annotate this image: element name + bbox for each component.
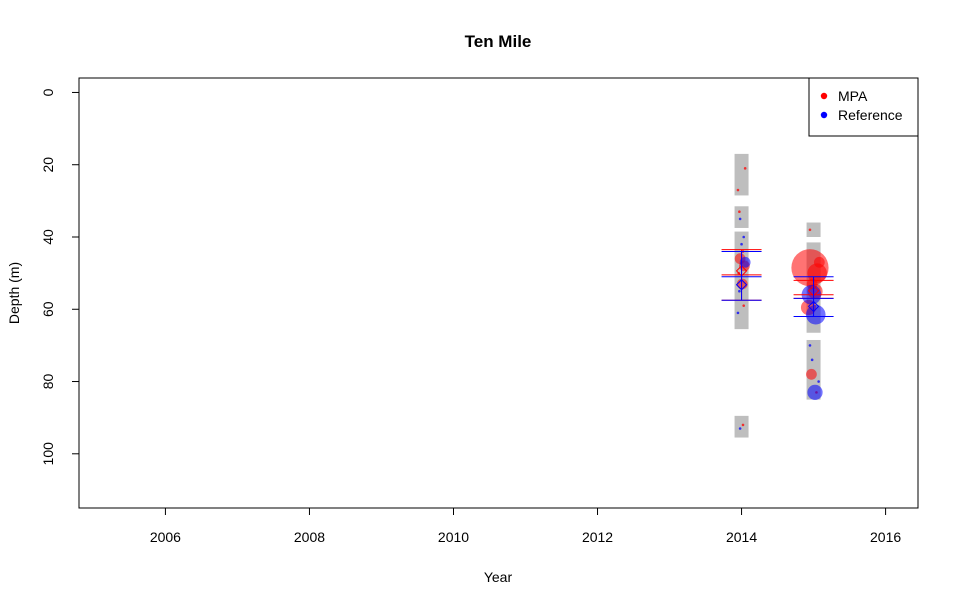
data-point [807, 384, 823, 400]
data-point [736, 311, 740, 315]
data-point [807, 263, 827, 283]
data-point [738, 210, 741, 213]
data-point [805, 304, 826, 325]
chart-title: Ten Mile [465, 32, 532, 51]
data-point [738, 217, 742, 221]
y-tick-label: 100 [40, 442, 56, 466]
y-tick-label: 0 [40, 88, 56, 96]
mean-markers [721, 249, 834, 317]
legend-marker [820, 92, 828, 100]
data-point [743, 167, 747, 170]
data-point [810, 358, 814, 362]
depth-bar [806, 222, 821, 237]
legend-box [808, 77, 919, 137]
data-point [738, 289, 741, 293]
data-point [739, 256, 751, 268]
data-point [740, 242, 743, 246]
mean-diamond [807, 300, 820, 313]
data-point [808, 228, 812, 232]
y-tick-label: 80 [40, 374, 56, 390]
data-point [742, 304, 746, 307]
data-point [813, 256, 825, 268]
y-tick-label: 20 [40, 157, 56, 173]
data-point [736, 188, 740, 192]
x-tick-label: 2006 [150, 529, 181, 545]
data-point [817, 380, 820, 383]
x-tick-label: 2010 [438, 529, 469, 545]
legend-label: Reference [838, 107, 903, 123]
depth-bar [734, 415, 749, 438]
depth-bar [734, 153, 749, 196]
y-axis-label: Depth (m) [6, 262, 22, 324]
mean-diamond [735, 279, 748, 291]
data-point [806, 368, 817, 380]
y-tick-label: 40 [40, 229, 56, 245]
x-tick-label: 2012 [582, 529, 613, 545]
data-point [742, 235, 746, 239]
y-tick-label: 60 [40, 301, 56, 317]
legend-marker [820, 111, 828, 119]
legend-label: MPA [838, 88, 868, 104]
data-point [808, 344, 812, 347]
x-tick-label: 2016 [870, 529, 901, 545]
data-point [738, 427, 742, 430]
axes: 2006 2008 2010 2012 2014 2016 0 20 40 60 80 100 [40, 77, 919, 545]
plot-frame [78, 77, 919, 509]
data-point [741, 423, 745, 427]
x-tick-label: 2014 [726, 529, 757, 545]
x-tick-label: 2008 [294, 529, 325, 545]
x-axis-label: Year [484, 569, 513, 585]
legend: MPA Reference [808, 77, 919, 137]
depth-bar [734, 206, 749, 228]
